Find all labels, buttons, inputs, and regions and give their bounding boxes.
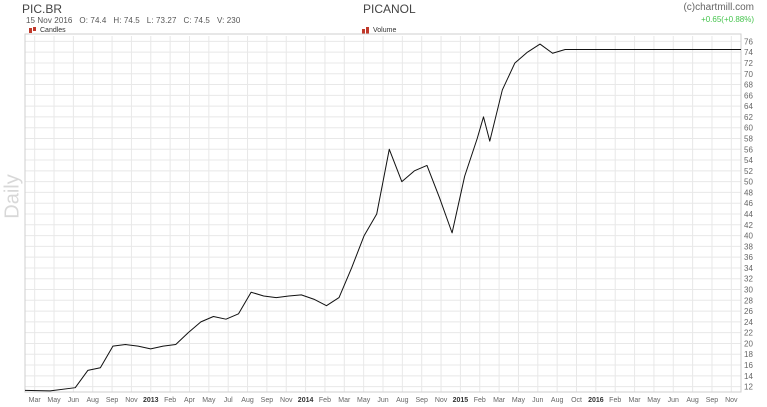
candles-icon — [29, 27, 36, 33]
y-tick-label: 28 — [744, 296, 753, 305]
chart-grid — [25, 36, 741, 392]
x-tick-label: Mar — [338, 397, 351, 404]
legend-candles[interactable]: Candles — [29, 27, 66, 34]
x-tick-label: Feb — [319, 397, 331, 404]
x-tick-label: May — [47, 397, 61, 404]
x-tick-label: 2014 — [298, 397, 314, 404]
legend-volume[interactable]: Volume — [362, 27, 396, 34]
x-tick-label: Mar — [629, 397, 642, 404]
company-name: PICANOL — [363, 2, 416, 16]
y-tick-label: 68 — [744, 81, 753, 90]
x-tick-label: Sep — [706, 397, 719, 404]
x-tick-label: Feb — [164, 397, 176, 404]
x-tick-label: Jun — [532, 397, 543, 404]
y-tick-label: 76 — [744, 37, 753, 46]
x-tick-label: Sep — [415, 397, 428, 404]
x-tick-label: May — [357, 397, 371, 404]
x-tick-label: Aug — [396, 397, 409, 404]
x-tick-label: Jun — [68, 397, 79, 404]
x-tick-label: Jul — [224, 397, 233, 404]
ticker-symbol: PIC.BR — [22, 2, 63, 16]
x-tick-label: May — [202, 397, 216, 404]
x-tick-label: Nov — [725, 397, 738, 404]
x-tick-label: Aug — [686, 397, 699, 404]
y-tick-label: 40 — [744, 232, 753, 241]
y-tick-label: 20 — [744, 339, 753, 348]
y-tick-label: 52 — [744, 167, 753, 176]
x-tick-label: Jun — [377, 397, 388, 404]
x-tick-label: May — [647, 397, 661, 404]
chart-marks — [24, 43, 741, 392]
y-tick-label: 62 — [744, 113, 753, 122]
y-tick-label: 22 — [744, 329, 753, 338]
x-tick-label: Sep — [261, 397, 274, 404]
y-tick-label: 56 — [744, 145, 753, 154]
y-tick-label: 34 — [744, 264, 753, 273]
y-tick-label: 48 — [744, 188, 753, 197]
y-tick-label: 30 — [744, 286, 753, 295]
x-tick-label: Jun — [668, 397, 679, 404]
x-tick-label: Mar — [29, 397, 42, 404]
y-tick-label: 18 — [744, 350, 753, 359]
price-line — [24, 43, 741, 392]
y-tick-label: 70 — [744, 70, 753, 79]
legend-volume-label: Volume — [373, 27, 397, 34]
y-tick-label: 14 — [744, 372, 753, 381]
quote-line: 15 Nov 2016 O: 74.4 H: 74.5 L: 73.27 C: … — [26, 16, 241, 25]
x-tick-label: Sep — [106, 397, 119, 404]
y-tick-label: 32 — [744, 275, 753, 284]
x-tick-label: Nov — [125, 397, 138, 404]
y-tick-label: 42 — [744, 221, 753, 230]
y-tick-label: 50 — [744, 178, 753, 187]
x-tick-label: 2015 — [453, 397, 469, 404]
y-tick-label: 26 — [744, 307, 753, 316]
x-tick-label: Nov — [280, 397, 293, 404]
y-tick-label: 36 — [744, 253, 753, 262]
y-tick-label: 24 — [744, 318, 753, 327]
y-tick-label: 38 — [744, 242, 753, 251]
y-tick-label: 66 — [744, 91, 753, 100]
x-tick-label: Aug — [86, 397, 99, 404]
x-tick-label: Aug — [241, 397, 254, 404]
y-tick-label: 12 — [744, 383, 753, 392]
y-tick-label: 72 — [744, 59, 753, 68]
y-tick-label: 58 — [744, 134, 753, 143]
x-tick-label: Mar — [493, 397, 506, 404]
x-tick-label: Oct — [571, 397, 582, 404]
x-tick-label: Aug — [551, 397, 564, 404]
chart-axes: 1214161820222426283032343638404244464850… — [24, 33, 753, 404]
x-tick-label: Apr — [184, 397, 196, 404]
volume-icon — [362, 27, 369, 34]
y-tick-label: 16 — [744, 361, 753, 370]
y-tick-label: 64 — [744, 102, 753, 111]
y-tick-label: 54 — [744, 156, 753, 165]
plot-frame — [24, 33, 742, 393]
x-tick-label: Feb — [609, 397, 621, 404]
x-tick-label: Feb — [474, 397, 486, 404]
x-tick-label: 2013 — [143, 397, 159, 404]
price-change: +0.65(+0.88%) — [701, 15, 754, 24]
y-tick-label: 46 — [744, 199, 753, 208]
copyright-notice: (c)chartmill.com — [683, 2, 754, 13]
y-tick-label: 74 — [744, 48, 753, 57]
x-tick-label: May — [512, 397, 526, 404]
x-tick-label: Nov — [435, 397, 448, 404]
x-tick-label: 2016 — [588, 397, 604, 404]
y-tick-label: 44 — [744, 210, 753, 219]
y-tick-label: 60 — [744, 124, 753, 133]
legend-candles-label: Candles — [40, 27, 66, 34]
